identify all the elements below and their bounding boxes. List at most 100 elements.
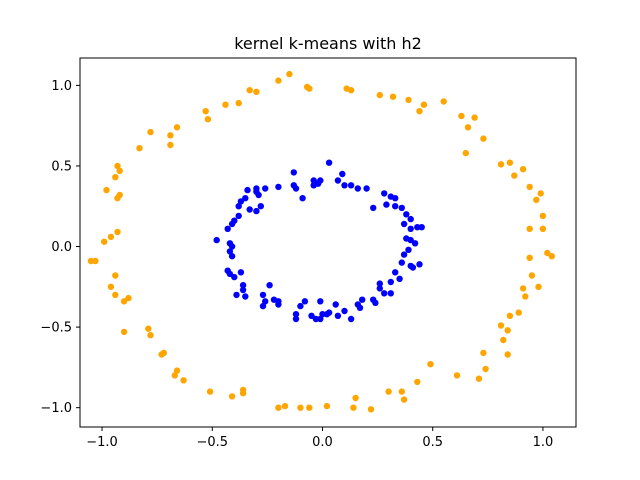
data-point-s1-92 [292,315,300,323]
data-point-s1-74 [233,291,240,299]
data-point-s1-69 [266,282,273,289]
data-point-s0-32 [519,166,527,173]
data-point-s0-82 [228,393,236,400]
data-point-s0-27 [462,149,469,157]
data-point-s1-66 [376,280,383,287]
data-point-s1-70 [239,286,247,294]
data-point-s1-61 [392,269,399,276]
y-tick-label: 0.5 [51,159,72,174]
data-point-s1-11 [363,185,370,192]
data-point-s0-48 [87,257,95,265]
data-point-s1-8 [341,182,348,189]
data-point-s1-15 [262,185,269,192]
data-point-s0-63 [497,322,505,329]
data-point-s0-50 [548,253,555,260]
data-point-s0-66 [504,327,511,334]
data-point-s1-45 [407,236,414,244]
data-point-s0-51 [112,272,119,279]
data-point-s0-39 [114,195,121,202]
data-point-s0-91 [306,404,313,411]
data-point-s1-26 [257,203,264,210]
data-point-s1-91 [292,311,300,318]
data-point-s0-0 [286,70,293,78]
data-point-s0-71 [158,351,165,358]
data-point-s0-9 [389,93,397,100]
data-point-s1-67 [376,285,383,292]
data-point-s0-65 [147,332,154,339]
data-point-s1-30 [398,204,405,212]
data-point-s1-32 [370,204,377,212]
data-point-s1-85 [317,298,324,305]
data-point-s0-25 [167,141,174,149]
data-point-s0-40 [533,196,540,203]
data-point-s0-17 [440,98,447,105]
data-point-s0-58 [519,285,527,292]
data-point-s1-50 [405,246,412,253]
data-point-s1-1 [290,169,297,176]
data-point-s1-82 [259,302,267,310]
data-point-s1-62 [231,273,238,281]
data-point-s1-53 [228,253,236,260]
data-point-s1-36 [228,220,236,228]
data-point-s1-33 [253,207,260,215]
data-point-s1-23 [255,191,262,199]
data-point-s0-85 [385,388,392,395]
data-point-s0-55 [535,283,542,290]
data-point-s0-33 [511,172,518,179]
data-point-s1-77 [359,296,366,303]
x-tick-label: −0.5 [196,435,228,450]
data-point-s0-88 [352,394,359,402]
points-layer [87,70,555,413]
data-point-s1-20 [381,190,388,197]
data-point-s0-52 [526,254,533,261]
data-point-s0-87 [400,396,408,403]
data-point-s0-28 [497,161,505,168]
data-point-s1-41 [414,224,421,231]
data-point-s0-46 [539,225,547,232]
data-point-s0-35 [103,186,110,194]
data-point-s1-89 [341,307,348,315]
ticks-layer: −1.0 −0.5 0.0 0.5 1.0 −1.0 −0.5 0.0 0.5 1.0 [40,79,553,450]
data-point-s1-86 [332,301,339,308]
data-point-s1-54 [398,259,405,266]
y-tick-label: 1.0 [51,79,72,94]
data-point-s0-60 [522,293,529,300]
data-point-s0-61 [515,309,522,316]
data-point-s1-51 [226,248,234,255]
data-point-s1-34 [235,212,242,220]
x-tick-label: −1.0 [86,435,118,450]
data-point-s0-94 [350,404,357,411]
data-point-s0-36 [526,183,533,191]
data-point-s1-39 [400,220,408,228]
data-point-s0-7 [246,87,253,94]
data-point-s1-94 [312,315,320,323]
data-point-s1-95 [319,311,326,318]
data-point-s1-97 [334,312,342,319]
data-point-s0-21 [167,132,174,139]
data-point-s0-67 [120,328,128,336]
data-point-s1-93 [308,312,315,319]
data-point-s0-22 [147,128,154,136]
y-tick-label: 0.0 [51,240,72,255]
data-point-s0-73 [427,361,434,368]
data-point-s1-14 [275,183,282,191]
data-point-s0-57 [120,298,128,305]
data-point-s0-29 [506,159,514,166]
data-point-s0-75 [171,372,178,379]
data-point-s1-25 [237,198,245,205]
data-point-s0-77 [482,365,489,373]
data-point-s1-7 [317,177,324,184]
data-point-s1-24 [242,195,249,202]
data-point-s0-78 [453,372,461,379]
data-point-s1-2 [339,170,346,178]
data-point-s0-6 [253,88,260,96]
data-point-s1-52 [400,251,408,258]
data-point-s0-8 [376,91,383,99]
data-point-s0-93 [323,402,331,410]
data-point-s0-49 [544,249,551,257]
data-point-s0-74 [173,367,181,374]
data-point-s0-41 [539,212,547,220]
data-point-s1-48 [228,243,236,250]
data-point-s1-29 [392,203,399,210]
plot-frame [79,57,577,428]
